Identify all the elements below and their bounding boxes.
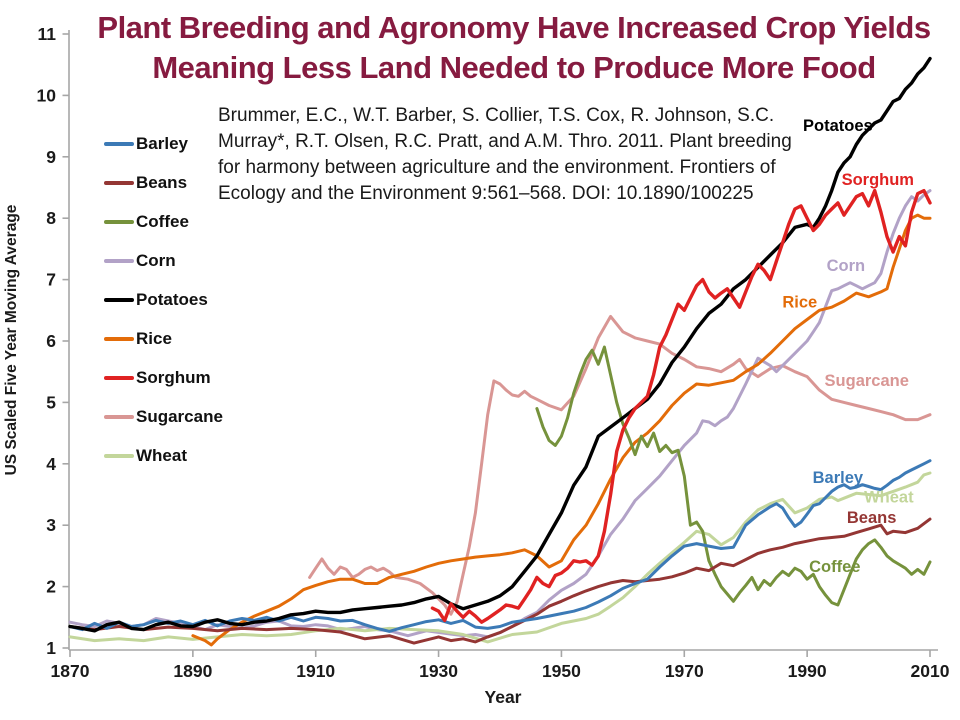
legend-item-sorghum: Sorghum bbox=[104, 367, 223, 389]
legend-label-wheat: Wheat bbox=[136, 446, 187, 465]
chart-title: Plant Breeding and Agronomy Have Increas… bbox=[68, 8, 960, 88]
y-tick-label: 4 bbox=[46, 454, 56, 474]
series-line-wheat bbox=[68, 471, 932, 644]
series-label-sugarcane: Sugarcane bbox=[825, 372, 909, 390]
legend-item-rice: Rice bbox=[104, 328, 223, 350]
x-tick-label: 1950 bbox=[542, 661, 581, 681]
y-tick-label: 7 bbox=[46, 270, 56, 290]
x-tick-label: 1990 bbox=[788, 661, 827, 681]
x-tick-label: 1870 bbox=[51, 661, 90, 681]
series-label-wheat: Wheat bbox=[864, 489, 914, 507]
series-line-coffee bbox=[535, 345, 932, 607]
chart-legend: Barley Beans Coffee Corn Potatoes Rice Sorghum… bbox=[104, 133, 223, 467]
x-axis-title: Year bbox=[485, 687, 522, 707]
y-tick-label: 2 bbox=[46, 577, 56, 597]
x-tick-label: 1910 bbox=[296, 661, 335, 681]
legend-item-barley: Barley bbox=[104, 133, 223, 155]
legend-label-potatoes: Potatoes bbox=[136, 290, 208, 309]
legend-label-corn: Corn bbox=[136, 251, 176, 270]
legend-swatch-barley bbox=[104, 142, 134, 146]
x-tick-label: 1890 bbox=[173, 661, 212, 681]
legend-swatch-beans bbox=[104, 181, 134, 185]
legend-swatch-potatoes bbox=[104, 298, 134, 302]
chart-title-line-2: Meaning Less Land Needed to Produce More… bbox=[152, 50, 876, 85]
y-tick-label: 5 bbox=[46, 392, 56, 412]
series-label-corn: Corn bbox=[827, 257, 866, 275]
y-axis-title: US Scaled Five Year Moving Average bbox=[3, 204, 20, 475]
series-label-coffee: Coffee bbox=[809, 558, 860, 576]
x-tick-label: 1970 bbox=[665, 661, 704, 681]
series-label-rice: Rice bbox=[782, 293, 817, 311]
legend-label-coffee: Coffee bbox=[136, 212, 189, 231]
legend-item-coffee: Coffee bbox=[104, 211, 223, 233]
series-line-barley bbox=[68, 459, 932, 633]
legend-label-sugarcane: Sugarcane bbox=[136, 407, 223, 426]
chart-title-line-1: Plant Breeding and Agronomy Have Increas… bbox=[97, 10, 931, 45]
y-tick-label: 10 bbox=[37, 85, 57, 105]
legend-item-potatoes: Potatoes bbox=[104, 289, 223, 311]
legend-item-beans: Beans bbox=[104, 172, 223, 194]
series-line-potatoes bbox=[68, 56, 932, 633]
legend-swatch-rice bbox=[104, 337, 134, 341]
x-tick-label: 2010 bbox=[911, 661, 950, 681]
y-tick-label: 9 bbox=[46, 147, 56, 167]
legend-swatch-sorghum bbox=[104, 376, 134, 380]
y-tick-label: 6 bbox=[46, 331, 56, 351]
legend-item-sugarcane: Sugarcane bbox=[104, 406, 223, 428]
legend-label-sorghum: Sorghum bbox=[136, 368, 211, 387]
series-line-beans bbox=[68, 517, 932, 645]
y-tick-label: 3 bbox=[46, 515, 56, 535]
y-tick-label: 8 bbox=[46, 208, 56, 228]
citation-text: Brummer, E.C., W.T. Barber, S. Collier, … bbox=[218, 105, 792, 204]
legend-label-barley: Barley bbox=[136, 134, 188, 153]
legend-swatch-coffee bbox=[104, 220, 134, 224]
legend-item-corn: Corn bbox=[104, 250, 223, 272]
legend-label-rice: Rice bbox=[136, 329, 172, 348]
x-tick-label: 1930 bbox=[419, 661, 458, 681]
series-label-sorghum: Sorghum bbox=[842, 171, 914, 189]
legend-swatch-sugarcane bbox=[104, 415, 134, 419]
series-label-beans: Beans bbox=[847, 509, 897, 527]
series-line-sugarcane bbox=[308, 314, 932, 616]
y-tick-label: 11 bbox=[38, 24, 57, 44]
legend-label-beans: Beans bbox=[136, 173, 188, 192]
series-label-barley: Barley bbox=[813, 469, 864, 487]
legend-swatch-wheat bbox=[104, 454, 134, 458]
series-label-potatoes: Potatoes bbox=[803, 117, 873, 135]
series-line-sorghum bbox=[430, 188, 932, 624]
legend-item-wheat: Wheat bbox=[104, 445, 223, 467]
legend-swatch-corn bbox=[104, 259, 134, 263]
series-line-rice bbox=[191, 213, 932, 647]
y-tick-label: 1 bbox=[46, 638, 56, 658]
